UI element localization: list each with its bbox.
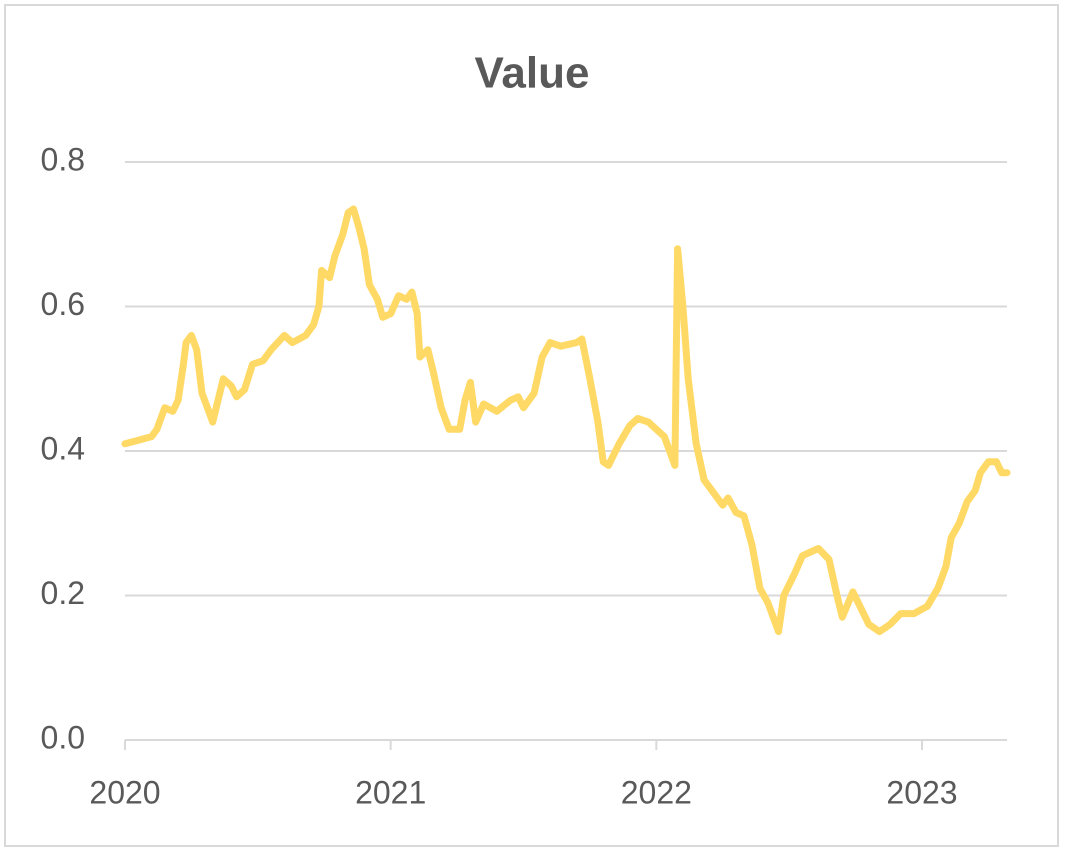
x-tick-label: 2023 xyxy=(886,774,957,810)
chart-title: Value xyxy=(475,49,590,98)
chart-border xyxy=(4,4,1059,847)
x-tick-label: 2020 xyxy=(89,774,160,810)
y-tick-label: 0.2 xyxy=(41,575,85,611)
x-tick-label: 2021 xyxy=(355,774,426,810)
y-tick-label: 0.0 xyxy=(41,719,85,755)
x-tick-label: 2022 xyxy=(621,774,692,810)
data-line xyxy=(121,205,1011,636)
y-tick-label: 0.6 xyxy=(41,286,85,322)
y-tick-label: 0.4 xyxy=(41,430,85,466)
y-tick-label: 0.8 xyxy=(41,141,85,177)
